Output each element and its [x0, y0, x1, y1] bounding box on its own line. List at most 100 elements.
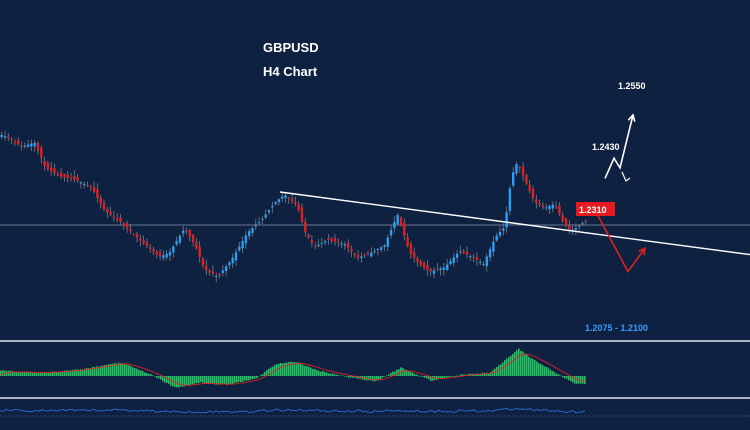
oscillator-layer [0, 407, 586, 414]
candle-body-65 [215, 275, 218, 277]
candle-body-10 [33, 142, 36, 147]
macd-bar-255 [510, 355, 512, 376]
macd-bar-70 [140, 370, 142, 376]
macd-bar-238 [476, 373, 478, 376]
macd-bar-257 [514, 352, 516, 376]
macd-bar-199 [398, 369, 400, 376]
macd-bar-146 [292, 361, 294, 376]
macd-bar-35 [70, 370, 72, 376]
macd-bar-97 [194, 376, 196, 384]
candle-body-0 [0, 134, 3, 137]
candle-body-72 [238, 246, 241, 251]
candle-body-112 [370, 252, 373, 257]
candle-body-81 [267, 210, 271, 213]
macd-bar-99 [198, 376, 200, 384]
macd-bar-284 [568, 376, 570, 381]
candle-body-103 [340, 243, 343, 245]
candle-body-55 [182, 230, 185, 234]
candle-body-132 [436, 268, 439, 270]
macd-bar-117 [234, 376, 236, 383]
macd-bar-203 [406, 370, 408, 376]
candle-body-116 [383, 245, 386, 247]
candle-body-39 [129, 229, 132, 232]
macd-bar-49 [98, 366, 100, 376]
candle-body-154 [508, 188, 512, 212]
macd-bar-16 [32, 372, 34, 376]
macd-bar-115 [230, 376, 232, 385]
target-label-1-2430: 1.2430 [592, 142, 620, 152]
candle-body-139 [459, 251, 462, 253]
candle-body-120 [396, 214, 399, 225]
macd-bar-191 [382, 376, 384, 378]
macd-bar-51 [102, 365, 104, 376]
candle-body-122 [403, 222, 406, 236]
oscillator-line [0, 407, 586, 414]
macd-bar-222 [444, 376, 446, 378]
candle-body-44 [145, 242, 149, 247]
macd-bar-157 [314, 369, 316, 376]
macd-bar-119 [238, 376, 240, 382]
macd-bar-108 [216, 376, 218, 385]
candle-body-61 [201, 258, 205, 266]
candle-body-93 [307, 234, 310, 238]
macd-bar-167 [334, 374, 336, 376]
candle-body-167 [551, 204, 554, 209]
candle-body-141 [465, 251, 469, 255]
candle-body-82 [271, 205, 274, 208]
candle-body-28 [92, 187, 96, 193]
bullish-scenario-arrow-head [627, 113, 636, 122]
candle-body-102 [337, 241, 340, 243]
candle-body-95 [314, 245, 317, 247]
macd-bar-60 [120, 362, 122, 376]
candle-body-110 [363, 254, 366, 256]
macd-bar-225 [450, 376, 452, 377]
macd-bar-226 [452, 375, 454, 377]
candle-body-108 [356, 255, 360, 258]
candle-body-124 [409, 243, 413, 255]
candle-body-15 [50, 167, 53, 172]
macd-bar-142 [284, 362, 286, 376]
macd-bar-104 [208, 376, 210, 384]
macd-bar-123 [246, 376, 248, 381]
macd-bar-105 [210, 376, 212, 384]
candle-body-57 [188, 230, 191, 237]
macd-bar-175 [350, 376, 352, 378]
candle-body-33 [109, 211, 112, 215]
macd-bar-278 [556, 373, 558, 376]
macd-bar-220 [440, 376, 442, 380]
macd-bar-124 [248, 376, 250, 381]
macd-bar-188 [376, 376, 378, 381]
candle-body-56 [185, 231, 188, 233]
candle-body-50 [165, 253, 168, 258]
candle-body-37 [122, 223, 125, 225]
candle-body-17 [56, 174, 59, 176]
candle-body-76 [251, 228, 254, 233]
candle-body-70 [231, 257, 234, 264]
candle-body-145 [479, 261, 482, 263]
candle-body-14 [46, 163, 50, 170]
macd-bar-287 [574, 376, 576, 384]
candle-body-160 [528, 184, 531, 191]
bullish-secondary-tick [621, 171, 631, 182]
candle-body-48 [158, 252, 162, 257]
macd-bar-32 [64, 370, 66, 376]
macd-bar-258 [516, 350, 518, 376]
candle-body-12 [40, 147, 43, 159]
macd-bar-163 [326, 372, 328, 376]
macd-bar-9 [18, 372, 20, 376]
macd-bar-164 [328, 373, 330, 376]
macd-bar-212 [424, 376, 426, 378]
macd-bar-91 [182, 376, 184, 387]
candle-body-133 [439, 268, 442, 271]
candle-body-165 [545, 207, 548, 209]
candle-body-24 [79, 182, 83, 184]
chart-subtitle: H4 Chart [263, 64, 318, 79]
macd-bar-265 [530, 358, 532, 376]
candle-body-51 [168, 251, 172, 256]
macd-bar-1 [2, 370, 4, 376]
macd-bar-276 [552, 371, 554, 376]
macd-bar-65 [130, 365, 132, 376]
chart-title: GBPUSD [263, 40, 319, 55]
macd-signal-layer [0, 353, 585, 386]
